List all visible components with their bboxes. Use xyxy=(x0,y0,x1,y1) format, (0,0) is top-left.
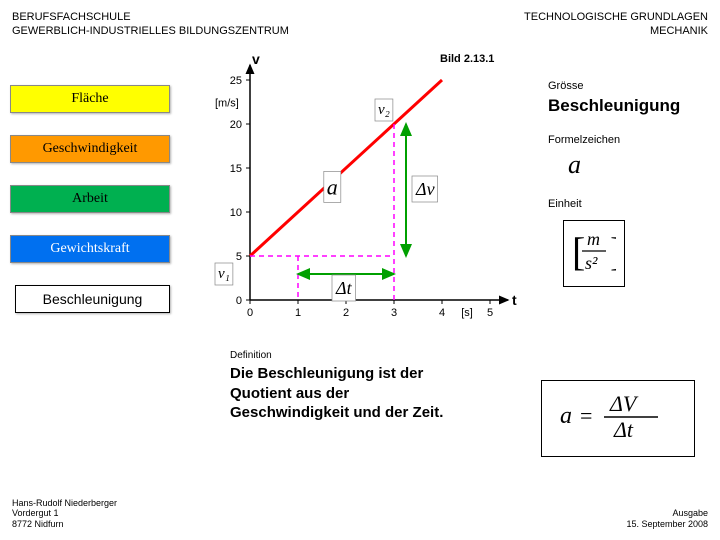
groesse-value: Beschleunigung xyxy=(548,96,708,116)
header-right-line2: MECHANIK xyxy=(650,25,708,37)
footer-left: Hans-Rudolf Niederberger Vordergut 1 877… xyxy=(12,498,117,530)
geschwindigkeit-button[interactable]: Geschwindigkeit xyxy=(10,135,170,163)
header-left-line2: GEWERBLICH-INDUSTRIELLES BILDUNGSZENTRUM xyxy=(12,25,289,37)
svg-text:ΔV: ΔV xyxy=(609,391,639,416)
svg-text:10: 10 xyxy=(230,207,242,219)
svg-text:[m/s]: [m/s] xyxy=(215,97,239,109)
groesse-label: Grösse xyxy=(548,80,708,92)
svg-text:s²: s² xyxy=(585,253,598,273)
unit-fraction-icon: [ ] m s² xyxy=(572,225,616,279)
button-column: Fläche Geschwindigkeit Arbeit Gewichtskr… xyxy=(10,85,170,335)
svg-text:v₂: v₂ xyxy=(378,102,390,118)
svg-text:Δt: Δt xyxy=(335,278,353,298)
svg-text:1: 1 xyxy=(295,307,301,319)
footer-addr1: Vordergut 1 xyxy=(12,508,59,518)
definition-text: Die Beschleunigung ist der Quotient aus … xyxy=(230,364,460,423)
svg-text:a: a xyxy=(560,403,572,429)
einheit-value: [ ] m s² xyxy=(563,220,625,287)
header-right-line1: TECHNOLOGISCHE GRUNDLAGEN xyxy=(524,11,708,23)
header-left: BERUFSFACHSCHULE GEWERBLICH-INDUSTRIELLE… xyxy=(12,10,289,39)
svg-text:]: ] xyxy=(610,229,616,274)
svg-text:Δv: Δv xyxy=(415,179,435,199)
formula-fraction-icon: a = ΔV Δt xyxy=(558,391,678,441)
svg-text:0: 0 xyxy=(247,307,253,319)
svg-text:[s]: [s] xyxy=(461,307,473,319)
header-right: TECHNOLOGISCHE GRUNDLAGEN MECHANIK xyxy=(524,10,708,39)
svg-text:v₁: v₁ xyxy=(218,266,230,282)
footer-right: Ausgabe 15. September 2008 xyxy=(626,508,708,530)
footer-ausgabe-label: Ausgabe xyxy=(672,508,708,518)
arbeit-button[interactable]: Arbeit xyxy=(10,185,170,213)
svg-text:v: v xyxy=(252,51,260,67)
gewichtskraft-button[interactable]: Gewichtskraft xyxy=(10,235,170,263)
svg-text:Δt: Δt xyxy=(613,417,634,441)
flaeche-button[interactable]: Fläche xyxy=(10,85,170,113)
svg-text:m: m xyxy=(587,229,600,249)
formelzeichen-label: Formelzeichen xyxy=(548,134,708,146)
svg-text:20: 20 xyxy=(230,119,242,131)
footer-name: Hans-Rudolf Niederberger xyxy=(12,498,117,508)
svg-text:5: 5 xyxy=(487,307,493,319)
einheit-label: Einheit xyxy=(548,198,708,210)
formula-box: a = ΔV Δt xyxy=(541,380,695,457)
definition-label: Definition xyxy=(230,350,460,361)
definition-block: Definition Die Beschleunigung ist der Qu… xyxy=(230,350,460,423)
svg-text:5: 5 xyxy=(236,251,242,263)
footer-ausgabe-date: 15. September 2008 xyxy=(626,519,708,529)
properties-column: Grösse Beschleunigung Formelzeichen a Ei… xyxy=(548,80,708,287)
svg-text:15: 15 xyxy=(230,163,242,175)
svg-text:0: 0 xyxy=(236,295,242,307)
svg-text:4: 4 xyxy=(439,307,445,319)
svg-text:=: = xyxy=(580,403,592,428)
svg-text:a: a xyxy=(327,174,338,199)
svg-text:25: 25 xyxy=(230,75,242,87)
svg-text:t: t xyxy=(512,292,517,308)
header-left-line1: BERUFSFACHSCHULE xyxy=(12,11,131,23)
svg-text:2: 2 xyxy=(343,307,349,319)
beschleunigung-button[interactable]: Beschleunigung xyxy=(15,285,170,313)
svg-text:Bild 2.13.1: Bild 2.13.1 xyxy=(440,53,494,65)
svg-text:3: 3 xyxy=(391,307,397,319)
vt-chart: 0 5 10 15 20 25 0 1 2 3 4 5 v [m/s] t [s] Bild 2.13.1 v₁ v… xyxy=(200,50,530,330)
formelzeichen-value: a xyxy=(568,150,708,180)
footer-addr2: 8772 Nidfurn xyxy=(12,519,64,529)
